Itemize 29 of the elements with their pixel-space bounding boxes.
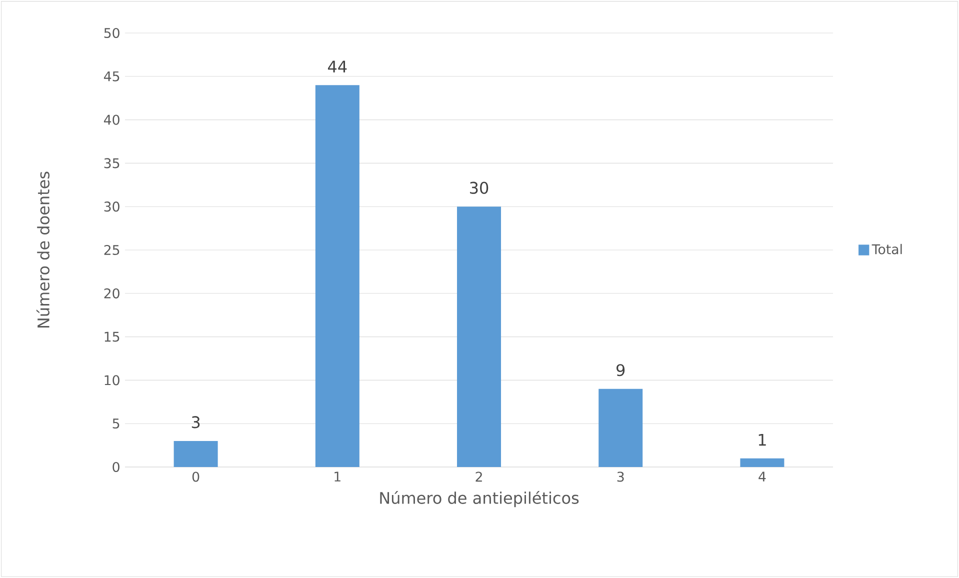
x-axis-title: Número de antiepiléticos bbox=[380, 490, 579, 508]
y-tick-label: 20 bbox=[104, 288, 120, 298]
legend-label: Total bbox=[872, 244, 902, 254]
y-tick-label: 30 bbox=[104, 202, 120, 212]
y-tick-label: 15 bbox=[104, 332, 120, 342]
x-tick-label: 3 bbox=[617, 472, 624, 482]
y-tick-label: 50 bbox=[104, 28, 120, 38]
y-tick-label: 35 bbox=[104, 158, 120, 168]
data-label: 3 bbox=[192, 416, 200, 428]
data-label: 30 bbox=[470, 182, 488, 194]
x-tick-label: 0 bbox=[192, 472, 200, 482]
data-label: 1 bbox=[758, 434, 766, 446]
x-tick-label: 1 bbox=[334, 472, 340, 482]
y-tick-label: 5 bbox=[112, 418, 120, 429]
bar bbox=[740, 458, 784, 467]
bar bbox=[457, 206, 502, 467]
data-label: 9 bbox=[616, 364, 625, 376]
bar bbox=[598, 388, 643, 467]
y-tick-label: 25 bbox=[104, 244, 120, 256]
data-label: 44 bbox=[328, 60, 347, 72]
x-tick-label: 2 bbox=[476, 472, 482, 482]
y-tick-label: 40 bbox=[104, 114, 120, 125]
y-tick-label: 10 bbox=[104, 375, 120, 386]
y-axis-title: Número de doentes bbox=[36, 172, 50, 328]
y-tick-label: 0 bbox=[112, 462, 120, 472]
x-tick-label: 4 bbox=[758, 472, 766, 482]
y-tick-label: 45 bbox=[104, 71, 120, 82]
bar bbox=[174, 440, 218, 467]
bar bbox=[315, 85, 360, 467]
